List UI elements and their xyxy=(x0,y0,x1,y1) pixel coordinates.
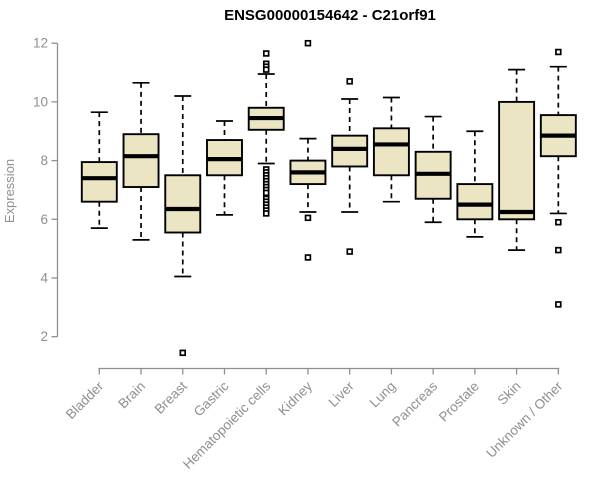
outlier-point xyxy=(262,210,270,217)
boxplot-hematopoietic-cells xyxy=(247,50,285,217)
y-tick-label: 2 xyxy=(40,329,48,344)
outlier-point xyxy=(262,189,270,197)
boxplot-prostate xyxy=(456,130,494,238)
x-category-label: Skin xyxy=(495,379,524,408)
outlier-point xyxy=(555,48,562,56)
y-tick-label: 6 xyxy=(40,212,48,227)
chart-title: ENSG00000154642 - C21orf91 xyxy=(224,7,436,24)
x-category-label: Kidney xyxy=(275,378,315,418)
y-tick-label: 8 xyxy=(40,153,48,168)
x-category-label: Brain xyxy=(115,379,148,412)
iqr-box xyxy=(456,183,494,221)
iqr-box xyxy=(80,161,118,203)
x-category-label: Pancreas xyxy=(389,378,440,429)
outlier-point xyxy=(304,214,312,222)
outlier-point xyxy=(346,78,353,85)
outlier-point xyxy=(304,39,312,47)
boxplot-skin xyxy=(498,68,536,251)
boxplot-gastric xyxy=(206,120,243,216)
y-tick-label: 4 xyxy=(40,271,48,286)
outlier-point xyxy=(555,301,562,308)
boxplot-liver xyxy=(331,78,369,255)
outlier-point xyxy=(555,218,562,226)
boxplot-kidney xyxy=(289,39,327,261)
iqr-box xyxy=(122,133,160,188)
y-tick-label: 10 xyxy=(33,94,48,109)
outlier-point xyxy=(555,246,562,254)
x-category-label: Lung xyxy=(367,379,399,411)
y-tick-label: 12 xyxy=(33,36,48,51)
iqr-box xyxy=(498,100,536,221)
boxplot-bladder xyxy=(80,111,118,229)
boxplot-pancreas xyxy=(414,115,452,224)
iqr-box xyxy=(372,127,410,177)
boxplot-breast xyxy=(164,95,202,357)
outlier-point xyxy=(262,66,270,73)
boxplot-brain xyxy=(122,81,160,241)
x-category-label: Unknown / Other xyxy=(483,378,566,461)
x-category-label: Gastric xyxy=(191,378,232,419)
outlier-point xyxy=(179,349,187,357)
x-category-label: Liver xyxy=(326,378,358,410)
x-category-label: Prostate xyxy=(436,379,482,425)
outlier-point xyxy=(346,248,353,255)
boxplot-lung xyxy=(372,96,410,203)
boxplot-unknown-other xyxy=(539,48,577,308)
iqr-box xyxy=(164,174,202,234)
y-axis-label: Expression xyxy=(2,159,17,223)
outlier-point xyxy=(304,254,312,261)
x-category-label: Breast xyxy=(152,378,190,416)
outlier-point xyxy=(262,50,270,57)
x-category-label: Bladder xyxy=(63,378,107,422)
iqr-box xyxy=(331,134,369,168)
